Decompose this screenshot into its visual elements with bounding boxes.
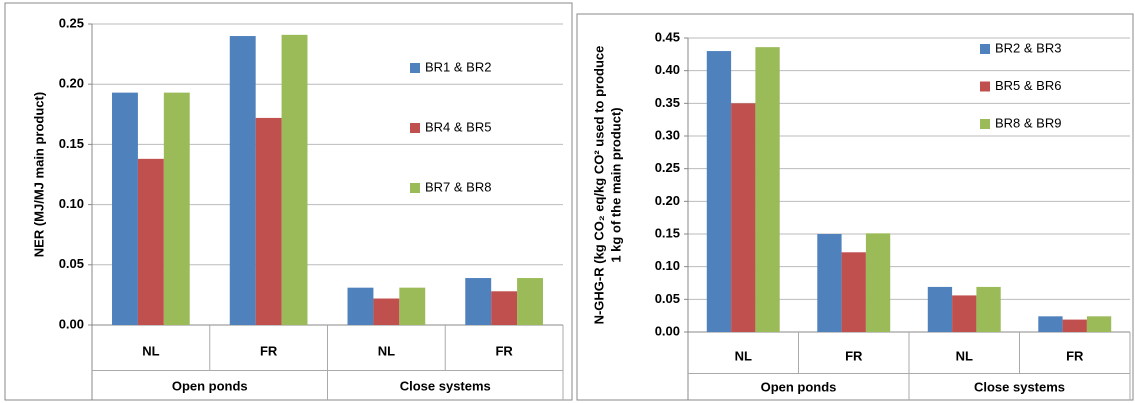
y-axis-title: NER (MJ/MJ main product) (31, 92, 46, 257)
x-tick-label: NL (142, 343, 159, 358)
y-tick-label: 0.25 (59, 15, 84, 30)
bar (112, 92, 138, 326)
y-axis-title: N-GHG-R (kg CO₂ eq/kg CO² used to produc… (591, 46, 606, 325)
right-panel-frame (576, 13, 1134, 401)
bar (755, 47, 780, 332)
y-axis-title: 1 kg of the main product) (608, 107, 623, 262)
legend-swatch (410, 183, 420, 193)
bar (976, 286, 1001, 332)
y-tick-label: 0.20 (655, 193, 680, 208)
x-tick-label: NL (735, 348, 752, 363)
bar (491, 291, 518, 325)
bar (347, 287, 374, 325)
y-tick-label: 0.45 (655, 29, 680, 44)
x-tick-label: NL (956, 348, 973, 363)
x-tick-label: FR (1066, 348, 1084, 363)
bar (731, 103, 756, 332)
legend-swatch (980, 81, 990, 92)
y-tick-label: 0.10 (59, 196, 84, 211)
legend-label: BR5 & BR6 (995, 78, 1061, 93)
bar (465, 278, 492, 325)
legend-swatch (410, 63, 420, 73)
bar (1038, 316, 1063, 332)
bar (952, 295, 977, 332)
group-label: Close systems (400, 378, 491, 393)
legend-swatch (410, 123, 420, 133)
y-tick-label: 0.35 (655, 95, 680, 110)
x-tick-label: FR (845, 348, 863, 363)
legend-label: BR8 & BR9 (995, 115, 1061, 130)
bar (517, 278, 543, 325)
y-tick-label: 0.15 (59, 136, 84, 151)
group-label: Close systems (974, 379, 1065, 394)
x-tick-label: FR (260, 343, 278, 358)
bar (137, 158, 164, 325)
bar (281, 34, 308, 325)
y-tick-label: 0.00 (59, 316, 84, 331)
y-tick-label: 0.20 (59, 76, 84, 91)
x-tick-label: FR (495, 343, 513, 358)
y-tick-label: 0.15 (655, 225, 680, 240)
group-label: Open ponds (172, 378, 248, 393)
legend-label: BR4 & BR5 (425, 119, 491, 134)
legend-label: BR2 & BR3 (995, 40, 1061, 55)
y-tick-label: 0.25 (655, 160, 680, 175)
y-tick-label: 0.00 (655, 323, 680, 338)
bar (841, 252, 866, 332)
legend-swatch (980, 44, 990, 54)
bar (865, 233, 891, 332)
legend-label: BR1 & BR2 (425, 59, 491, 74)
y-tick-label: 0.05 (655, 291, 680, 306)
y-tick-label: 0.05 (59, 256, 84, 271)
bar (255, 117, 282, 325)
bar (927, 286, 953, 332)
legend-label: BR7 & BR8 (425, 179, 491, 194)
bar (817, 234, 842, 332)
y-tick-label: 0.10 (655, 258, 680, 273)
bar (1062, 319, 1087, 332)
bar (163, 92, 190, 326)
y-tick-label: 0.30 (655, 127, 680, 142)
group-label: Open ponds (761, 379, 837, 394)
bar (373, 298, 400, 325)
y-tick-label: 0.40 (655, 62, 680, 77)
bar (399, 287, 426, 325)
legend-swatch (980, 119, 990, 129)
bar (706, 51, 732, 333)
bar (229, 36, 256, 325)
left-panel-frame (4, 2, 573, 401)
x-tick-label: NL (378, 343, 395, 358)
bar (1086, 316, 1112, 332)
